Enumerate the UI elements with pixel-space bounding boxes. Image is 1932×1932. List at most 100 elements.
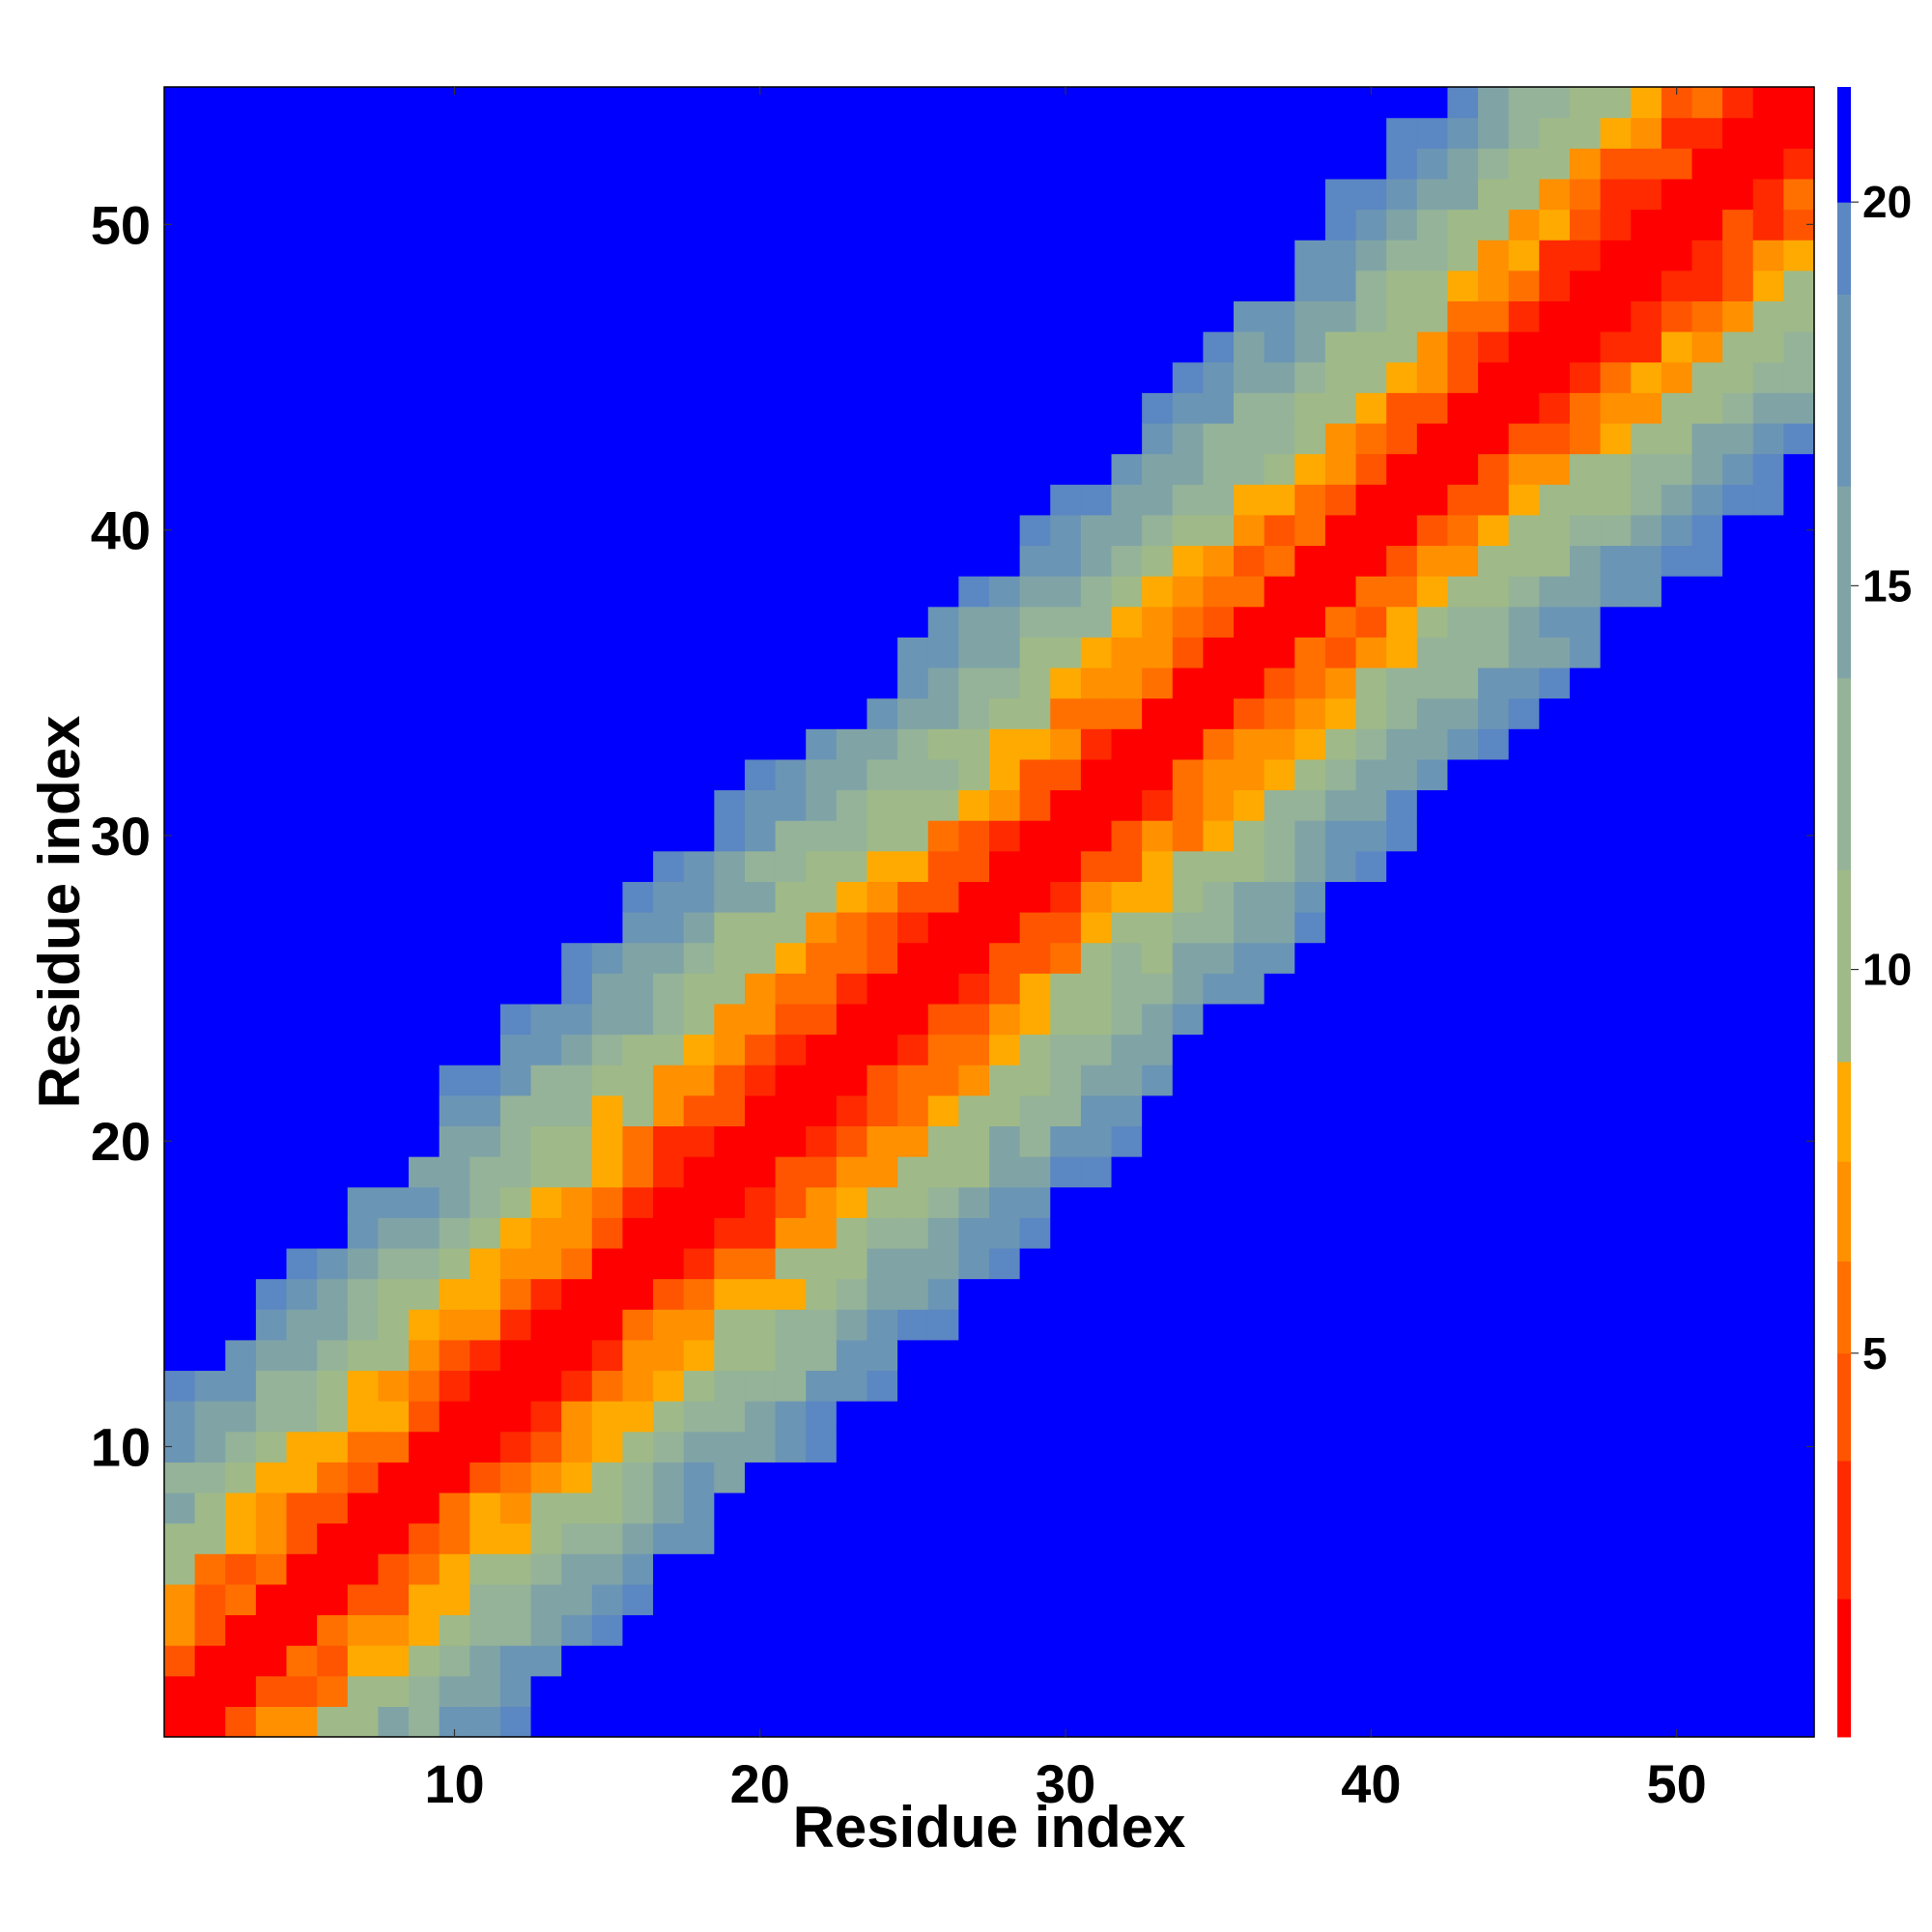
heatmap-cell	[653, 484, 685, 516]
heatmap-cell	[469, 545, 501, 577]
heatmap-cell	[653, 942, 685, 974]
heatmap-cell	[897, 514, 929, 547]
heatmap-cell	[1722, 300, 1754, 332]
heatmap-cell	[1447, 117, 1479, 149]
heatmap-cell	[194, 1492, 226, 1524]
heatmap-cell	[1691, 1034, 1723, 1065]
heatmap-cell	[1508, 820, 1540, 852]
heatmap-cell	[1355, 1186, 1387, 1218]
heatmap-cell	[927, 331, 959, 363]
heatmap-cell	[683, 87, 715, 119]
heatmap-cell	[194, 1003, 226, 1036]
heatmap-cell	[1355, 1278, 1387, 1310]
heatmap-cell	[1539, 1125, 1571, 1157]
heatmap-cell	[286, 331, 318, 363]
heatmap-cell	[1111, 606, 1143, 638]
heatmap-cell	[317, 148, 349, 180]
heatmap-cell	[1050, 209, 1082, 241]
heatmap-cell	[1324, 1583, 1357, 1616]
heatmap-cell	[1478, 240, 1510, 271]
heatmap-cell	[317, 912, 349, 944]
heatmap-cell	[1783, 1247, 1815, 1280]
heatmap-cell	[1234, 606, 1265, 638]
heatmap-cell	[164, 1034, 196, 1065]
heatmap-cell	[1722, 1309, 1754, 1341]
heatmap-cell	[1019, 942, 1051, 974]
heatmap-cell	[1234, 942, 1265, 974]
heatmap-cell	[867, 606, 898, 638]
heatmap-cell	[1172, 1339, 1205, 1372]
heatmap-cell	[1447, 606, 1479, 638]
heatmap-cell	[714, 1186, 746, 1218]
heatmap-cell	[867, 1278, 898, 1310]
heatmap-cell	[1324, 912, 1357, 944]
heatmap-cell	[958, 1675, 990, 1707]
heatmap-cell	[225, 1156, 257, 1188]
heatmap-cell	[1447, 942, 1479, 974]
heatmap-cell	[1234, 1492, 1265, 1524]
heatmap-cell	[1661, 820, 1693, 852]
heatmap-cell	[1539, 942, 1571, 974]
heatmap-cell	[591, 667, 624, 699]
heatmap-cell	[1142, 331, 1174, 363]
heatmap-cell	[1631, 1125, 1662, 1157]
heatmap-cell	[1172, 1522, 1205, 1554]
heatmap-cell	[1294, 789, 1326, 821]
heatmap-cell	[1661, 667, 1693, 699]
heatmap-cell	[1569, 1094, 1602, 1127]
heatmap-cell	[1569, 1370, 1602, 1402]
heatmap-cell	[714, 1553, 746, 1585]
heatmap-cell	[836, 1339, 868, 1372]
heatmap-cell	[867, 1675, 898, 1707]
heatmap-cell	[347, 240, 380, 271]
heatmap-cell	[1234, 789, 1265, 821]
heatmap-cell	[1172, 1065, 1205, 1096]
heatmap-cell	[530, 850, 562, 882]
heatmap-cell	[1172, 606, 1205, 638]
heatmap-cell	[1386, 1094, 1418, 1127]
heatmap-cell	[836, 576, 868, 608]
heatmap-cell	[317, 270, 349, 302]
heatmap-cell	[806, 973, 838, 1005]
heatmap-cell	[989, 1522, 1021, 1554]
heatmap-cell	[1019, 1339, 1051, 1372]
heatmap-cell	[469, 881, 501, 913]
heatmap-cell	[164, 1278, 196, 1310]
heatmap-cell	[1234, 697, 1265, 729]
heatmap-cell	[714, 1645, 746, 1677]
heatmap-cell	[469, 1553, 501, 1585]
heatmap-cell	[1478, 1094, 1510, 1127]
heatmap-cell	[409, 942, 440, 974]
heatmap-cell	[683, 331, 715, 363]
heatmap-cell	[499, 1431, 532, 1463]
heatmap-cell	[409, 1339, 440, 1372]
heatmap-cell	[1324, 1706, 1357, 1738]
heatmap-cell	[836, 637, 868, 668]
heatmap-cell	[1080, 606, 1113, 638]
heatmap-cell	[1539, 1278, 1571, 1310]
heatmap-cell	[897, 1401, 929, 1433]
heatmap-cell	[867, 209, 898, 241]
heatmap-cell	[622, 209, 654, 241]
heatmap-cell	[378, 300, 410, 332]
heatmap-cell	[499, 942, 532, 974]
heatmap-cell	[255, 1370, 288, 1402]
colorbar-band	[1837, 87, 1851, 203]
heatmap-cell	[1539, 117, 1571, 149]
heatmap-cell	[714, 606, 746, 638]
heatmap-cell	[958, 209, 990, 241]
heatmap-cell	[1783, 667, 1815, 699]
heatmap-cell	[653, 728, 685, 760]
heatmap-cell	[897, 942, 929, 974]
heatmap-cell	[286, 1462, 318, 1493]
heatmap-cell	[317, 820, 349, 852]
heatmap-cell	[775, 1462, 807, 1493]
heatmap-cell	[927, 1309, 959, 1341]
heatmap-cell	[164, 1370, 196, 1402]
heatmap-cell	[775, 1553, 807, 1585]
heatmap-cell	[409, 148, 440, 180]
heatmap-cell	[836, 1431, 868, 1463]
heatmap-cell	[1539, 789, 1571, 821]
heatmap-cell	[1142, 117, 1174, 149]
heatmap-cell	[958, 1370, 990, 1402]
